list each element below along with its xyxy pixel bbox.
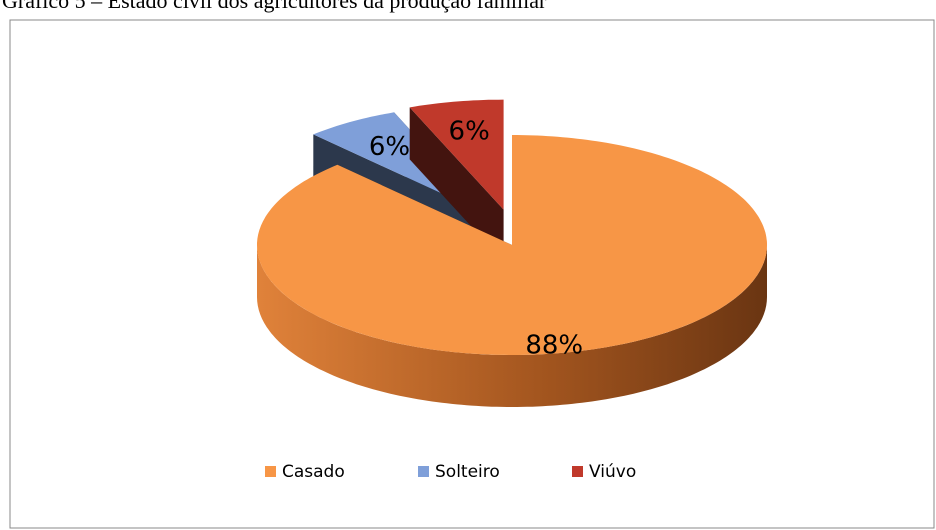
slice <box>409 99 504 210</box>
legend-label: Casado <box>282 462 345 482</box>
chart-title: Gráfico 5 – Estado civil dos agricultore… <box>2 0 547 13</box>
data-label: 6% <box>369 132 410 162</box>
legend-label: Solteiro <box>435 462 500 482</box>
legend-swatch <box>572 466 583 477</box>
legend-swatch <box>265 466 276 477</box>
slice-edge <box>409 107 504 262</box>
data-label: 6% <box>449 116 490 146</box>
legend-swatch <box>418 466 429 477</box>
data-label: 88% <box>525 331 583 361</box>
slice <box>257 135 767 355</box>
legend-label: Viúvo <box>589 462 636 482</box>
slice-side <box>257 245 767 407</box>
